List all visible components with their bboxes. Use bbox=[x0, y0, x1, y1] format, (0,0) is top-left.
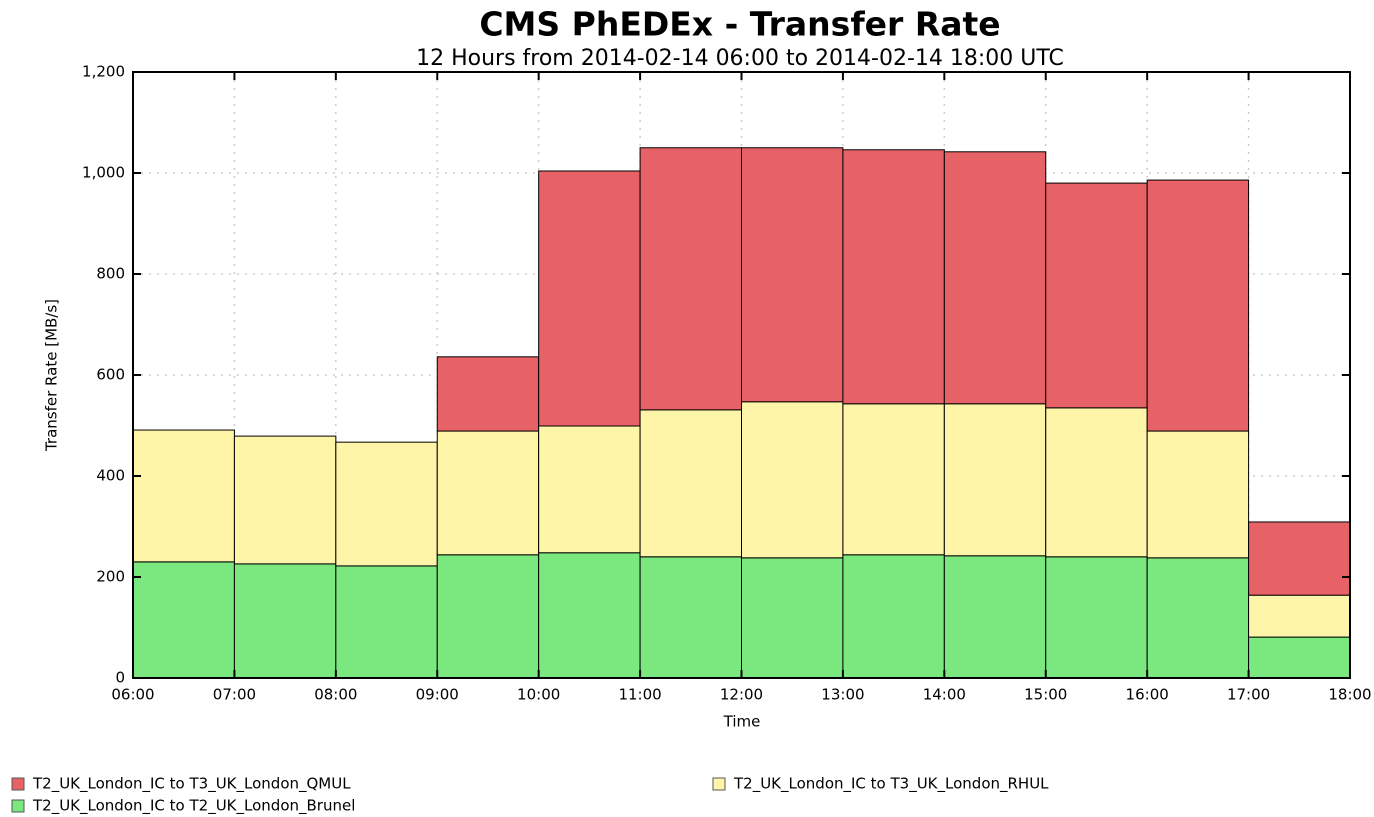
bar-segment bbox=[1146, 179, 1250, 432]
bar-segment bbox=[1045, 556, 1148, 679]
bar-segment bbox=[741, 401, 844, 559]
bar-segment bbox=[1248, 594, 1351, 638]
bar-segment bbox=[233, 435, 337, 565]
x-tick-label: 10:00 bbox=[517, 686, 560, 704]
bar-segment bbox=[842, 554, 945, 679]
x-tick-label: 07:00 bbox=[213, 686, 256, 704]
legend-swatch bbox=[11, 799, 25, 813]
bar-segment bbox=[1248, 636, 1351, 679]
y-tick-label: 0 bbox=[115, 669, 125, 687]
bar-segment bbox=[233, 563, 337, 679]
bar-segment bbox=[132, 561, 235, 679]
bar-segment bbox=[1045, 182, 1148, 409]
bar-segment bbox=[639, 147, 742, 411]
y-tick-label: 400 bbox=[96, 467, 125, 485]
bar-segment bbox=[436, 554, 540, 679]
x-axis-label: Time bbox=[723, 713, 761, 731]
legend-label: T2_UK_London_IC to T2_UK_London_Brunel bbox=[32, 797, 355, 816]
y-tick-label: 600 bbox=[96, 366, 125, 384]
y-tick-label: 1,000 bbox=[82, 164, 125, 182]
x-tick-label: 06:00 bbox=[111, 686, 154, 704]
legend-swatch bbox=[712, 777, 726, 791]
bar-segment bbox=[741, 557, 844, 679]
bar-segment bbox=[538, 552, 641, 679]
legend-label: T2_UK_London_IC to T3_UK_London_RHUL bbox=[733, 775, 1049, 794]
x-tick-label: 08:00 bbox=[314, 686, 357, 704]
x-tick-label: 15:00 bbox=[1024, 686, 1067, 704]
bar-segment bbox=[741, 147, 844, 403]
x-tick-label: 18:00 bbox=[1328, 686, 1371, 704]
bar-segment bbox=[436, 430, 540, 556]
x-tick-label: 14:00 bbox=[923, 686, 966, 704]
bar-segment bbox=[1146, 557, 1250, 679]
bar-segment bbox=[943, 151, 1047, 405]
bar-segment bbox=[943, 403, 1047, 557]
x-tick-label: 12:00 bbox=[720, 686, 763, 704]
y-tick-label: 1,200 bbox=[82, 63, 125, 81]
bar-segment bbox=[132, 429, 235, 563]
y-tick-label: 200 bbox=[96, 568, 125, 586]
y-axis-label: Transfer Rate [MB/s] bbox=[43, 299, 61, 452]
bar-segment bbox=[436, 356, 540, 432]
bar-segment bbox=[538, 425, 641, 554]
bar-segment bbox=[538, 170, 641, 427]
bar-segment bbox=[842, 149, 945, 405]
bar-segment bbox=[1045, 407, 1148, 558]
bar-segment bbox=[639, 409, 742, 558]
legend-swatch bbox=[11, 777, 25, 791]
bar-segment bbox=[842, 403, 945, 556]
x-tick-label: 13:00 bbox=[821, 686, 864, 704]
y-tick-label: 800 bbox=[96, 265, 125, 283]
chart-subtitle: 12 Hours from 2014-02-14 06:00 to 2014-0… bbox=[416, 46, 1064, 71]
chart-title: CMS PhEDEx - Transfer Rate bbox=[479, 5, 1000, 44]
legend-label: T2_UK_London_IC to T3_UK_London_QMUL bbox=[32, 775, 351, 794]
x-tick-label: 09:00 bbox=[416, 686, 459, 704]
bar-segment bbox=[943, 555, 1047, 679]
bar-segment bbox=[639, 556, 742, 679]
x-tick-label: 17:00 bbox=[1227, 686, 1270, 704]
x-tick-label: 11:00 bbox=[618, 686, 661, 704]
bar-segment bbox=[1146, 430, 1250, 559]
x-tick-label: 16:00 bbox=[1126, 686, 1169, 704]
bar-segment bbox=[335, 565, 438, 679]
bar-segment bbox=[335, 441, 438, 567]
bar-segment bbox=[1248, 521, 1351, 596]
